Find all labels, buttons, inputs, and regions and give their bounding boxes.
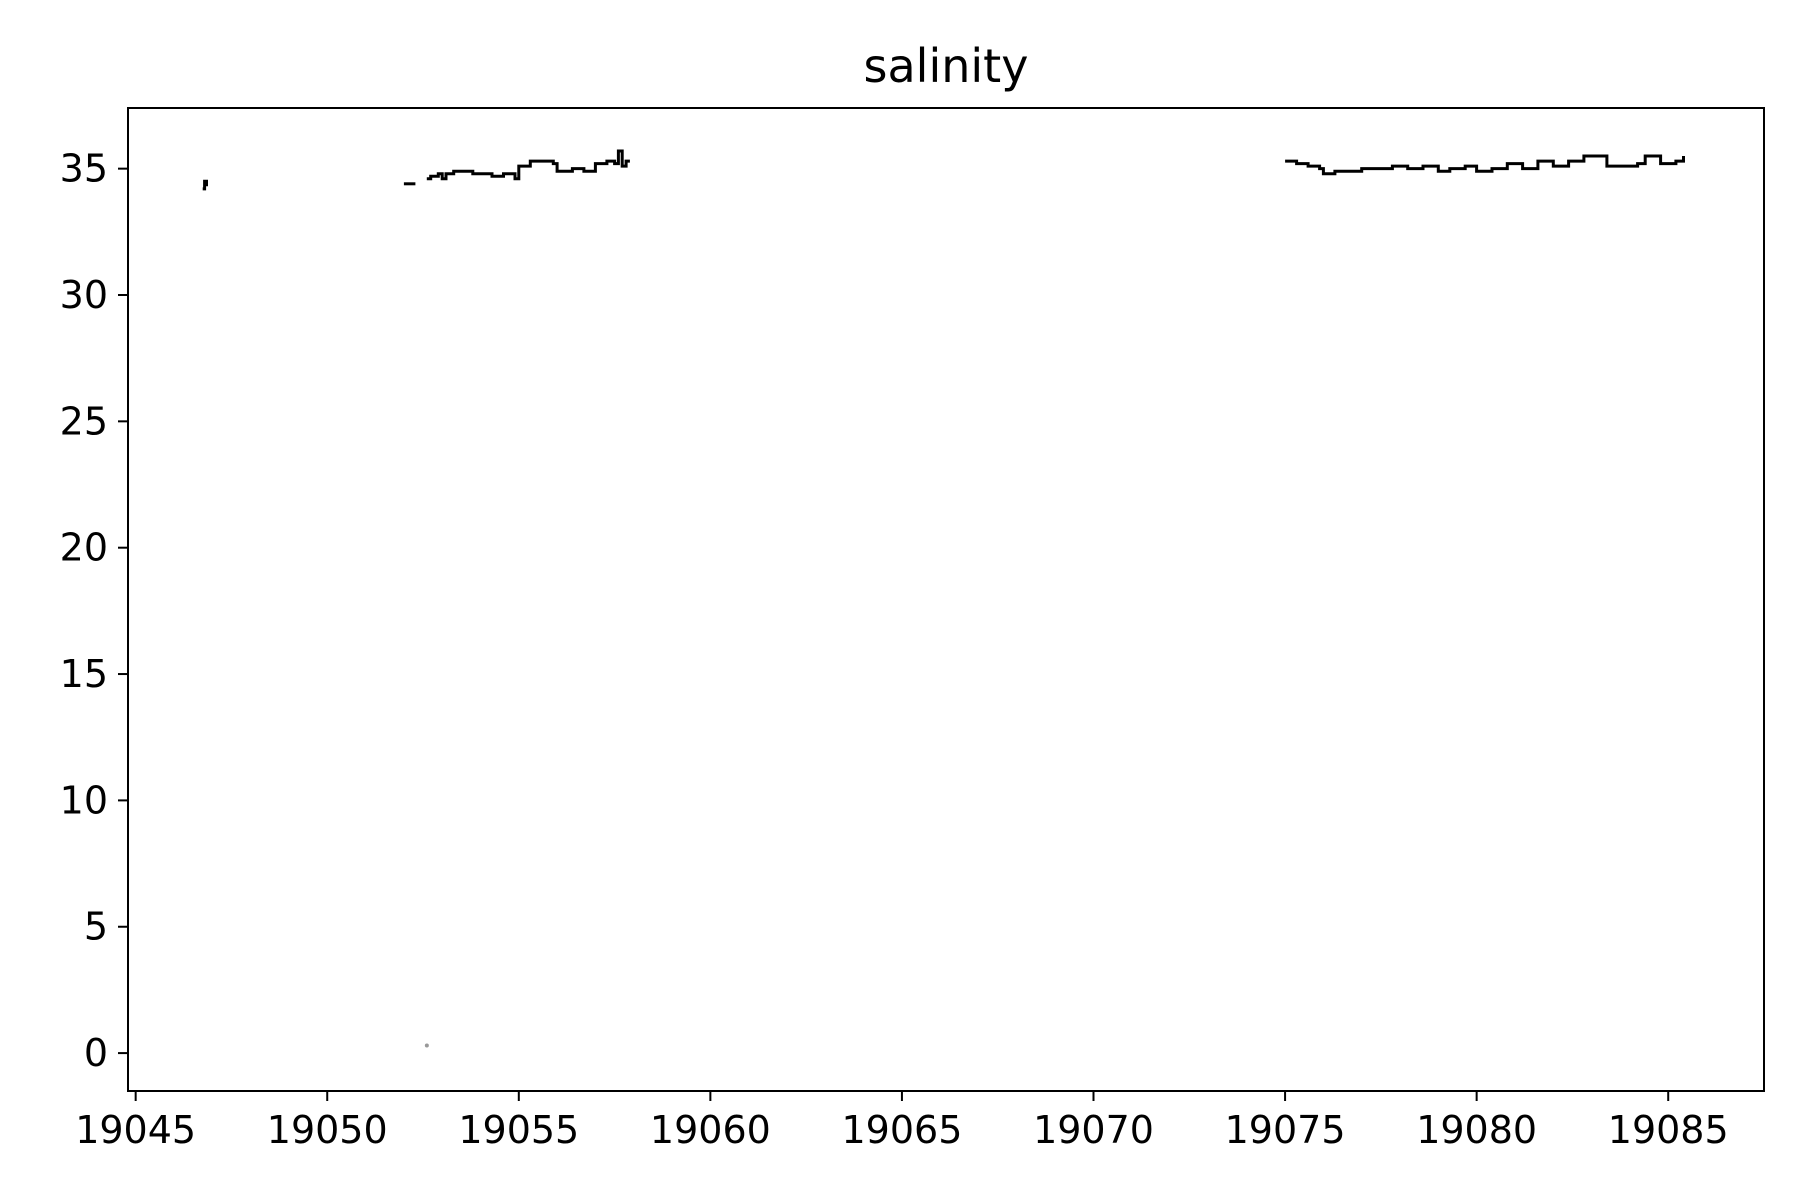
outlier-point: [424, 1043, 429, 1048]
y-tick-label: 30: [60, 273, 108, 317]
y-tick-label: 0: [84, 1031, 108, 1075]
y-tick-label: 10: [60, 778, 108, 822]
x-tick-label: 19065: [841, 1108, 962, 1152]
series-segment-3: [1285, 154, 1685, 176]
plot-area: [202, 149, 1685, 1048]
x-tick-label: 19075: [1225, 1108, 1346, 1152]
x-tick-label: 19045: [75, 1108, 196, 1152]
series-segment-2: [426, 149, 630, 181]
axes: 19045 19050 19055 19060 19065 19070 19075 19080…: [60, 107, 1765, 1152]
y-tick-label: 15: [60, 652, 108, 696]
series-segment-0: [202, 179, 208, 191]
x-tick-label: 19070: [1033, 1108, 1154, 1152]
chart-title: salinity: [864, 39, 1029, 93]
x-tick-label: 19085: [1608, 1108, 1729, 1152]
x-tick-label: 19050: [267, 1108, 388, 1152]
y-tick-label: 5: [84, 905, 108, 949]
x-tick-label: 19055: [458, 1108, 579, 1152]
x-tick-label: 19080: [1416, 1108, 1537, 1152]
axes-frame: [127, 107, 1765, 1092]
y-tick-label: 25: [60, 399, 108, 443]
y-tick-label: 35: [60, 147, 108, 191]
y-tick-label: 20: [60, 526, 108, 570]
x-tick-label: 19060: [650, 1108, 771, 1152]
